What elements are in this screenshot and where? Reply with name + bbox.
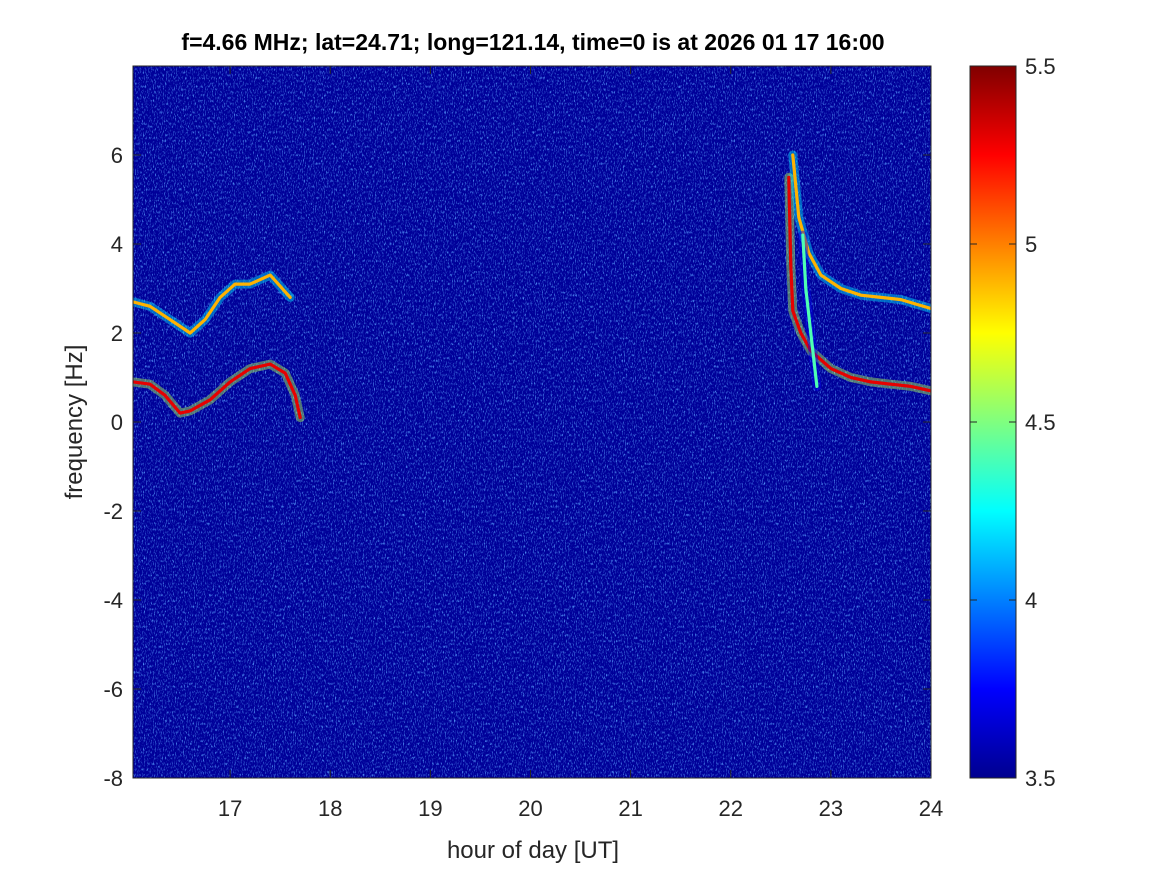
spectrogram-noise <box>133 66 931 778</box>
x-tick-label: 23 <box>819 796 843 821</box>
colorbar-ticks: 3.5 4 4.5 5 5.5 <box>970 54 1056 791</box>
echo-trace <box>133 273 292 335</box>
echo-trace <box>787 175 931 393</box>
chart-title: f=4.66 MHz; lat=24.71; long=121.14, time… <box>181 29 884 55</box>
colorbar: 3.5 4 4.5 5 5.5 <box>969 54 1056 791</box>
x-tick-label: 20 <box>518 796 542 821</box>
colorbar-gradient <box>969 65 1017 779</box>
colorbar-tick-label: 3.5 <box>1025 766 1056 791</box>
x-tick-label: 21 <box>618 796 642 821</box>
colorbar-tick-label: 4.5 <box>1025 410 1056 435</box>
y-tick-label: 4 <box>111 232 123 257</box>
y-axis-ticks: -8 -6 -4 -2 0 2 4 6 <box>103 143 931 791</box>
x-tick-label: 19 <box>418 796 442 821</box>
y-tick-label: 2 <box>111 321 123 346</box>
y-tick-label: -6 <box>103 677 123 702</box>
y-tick-label: 6 <box>111 143 123 168</box>
y-tick-label: -8 <box>103 766 123 791</box>
x-tick-label: 17 <box>218 796 242 821</box>
x-axis-label: hour of day [UT] <box>447 837 619 864</box>
y-tick-label: -4 <box>103 588 123 613</box>
spectrogram-plot <box>132 65 932 779</box>
echo-trace <box>801 233 819 388</box>
x-tick-label: 18 <box>318 796 342 821</box>
y-axis-label: frequency [Hz] <box>61 345 88 500</box>
spectrogram-traces <box>133 150 931 423</box>
x-axis-ticks: 17 18 19 20 21 22 23 24 <box>218 66 943 821</box>
y-tick-label: 0 <box>111 410 123 435</box>
colorbar-tick-label: 5 <box>1025 232 1037 257</box>
colorbar-tick-label: 5.5 <box>1025 54 1056 79</box>
y-tick-label: -2 <box>103 499 123 524</box>
colorbar-tick-label: 4 <box>1025 588 1037 613</box>
x-tick-label: 22 <box>719 796 743 821</box>
echo-trace <box>133 362 302 420</box>
x-tick-label: 24 <box>919 796 943 821</box>
